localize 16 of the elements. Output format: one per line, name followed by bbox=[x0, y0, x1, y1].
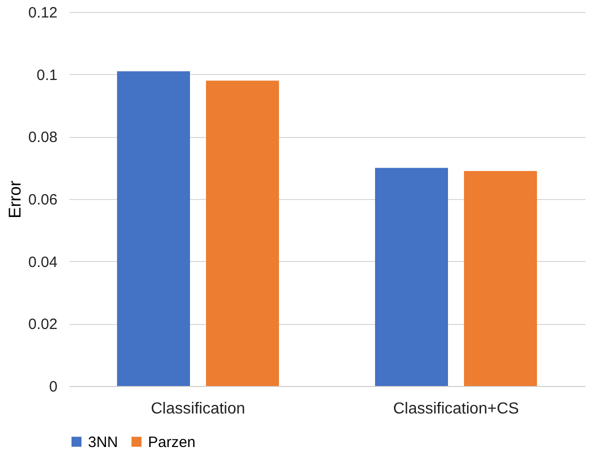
bar bbox=[375, 168, 448, 386]
bar bbox=[464, 170, 537, 386]
y-tick-label: 0.08 bbox=[28, 129, 58, 146]
legend-label: 3NN bbox=[88, 434, 118, 451]
y-tick-label: 0.04 bbox=[28, 254, 58, 271]
y-axis-title: Error bbox=[5, 180, 24, 218]
y-tick-label: 0 bbox=[49, 378, 58, 396]
bar bbox=[206, 80, 279, 386]
x-tick-label: Classification+CS bbox=[393, 400, 519, 418]
y-tick-label: 0.12 bbox=[28, 4, 58, 22]
legend-label: Parzen bbox=[148, 434, 196, 451]
bar bbox=[117, 71, 190, 386]
y-tick-label: 0.1 bbox=[36, 66, 58, 84]
x-tick-label: Classification bbox=[150, 400, 246, 418]
y-tick-label: 0.02 bbox=[28, 316, 58, 334]
y-tick-label: 0.06 bbox=[28, 192, 58, 208]
